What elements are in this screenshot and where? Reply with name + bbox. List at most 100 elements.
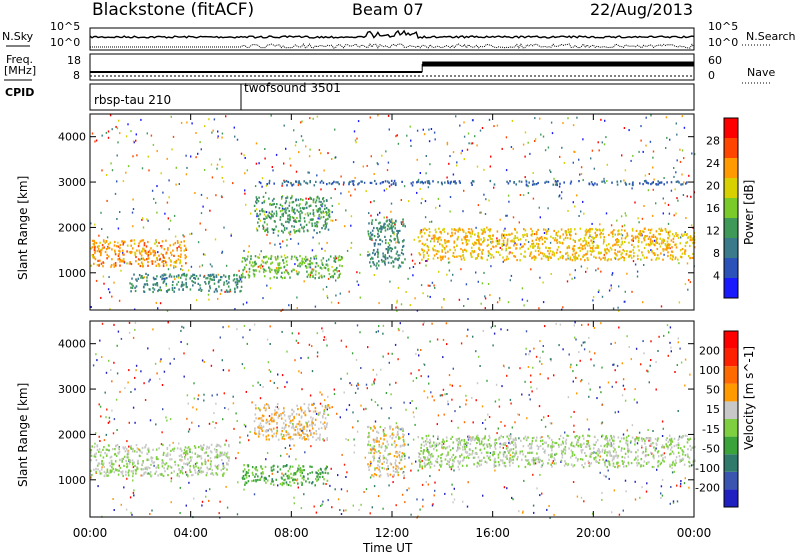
scatter-pixel <box>341 454 342 456</box>
echo-pixel <box>222 474 224 476</box>
scatter-pixel <box>232 182 233 184</box>
echo-pixel <box>568 231 570 233</box>
echo-pixel <box>182 281 184 283</box>
echo-pixel <box>454 242 456 244</box>
scatter-pixel <box>663 198 664 200</box>
echo-pixel <box>503 230 505 232</box>
echo-pixel <box>173 291 175 293</box>
scatter-pixel <box>222 463 223 465</box>
scatter-pixel <box>678 341 679 343</box>
echo-pixel <box>313 201 315 203</box>
scatter-pixel <box>231 235 232 237</box>
scatter-pixel <box>349 382 350 384</box>
echo-pixel <box>578 239 580 241</box>
echo-pixel <box>152 457 154 459</box>
scatter-pixel <box>105 392 106 394</box>
scatter-pixel <box>451 493 452 495</box>
echo-pixel <box>538 250 540 252</box>
echo-pixel <box>283 411 285 413</box>
scatter-pixel <box>623 378 624 380</box>
echo-pixel <box>652 240 654 242</box>
scatter-pixel <box>184 376 185 378</box>
scatter-pixel <box>506 215 507 217</box>
echo-pixel <box>675 256 677 258</box>
scatter-pixel <box>257 382 258 384</box>
echo-pixel <box>307 182 309 184</box>
echo-pixel <box>620 180 622 182</box>
echo-pixel <box>623 259 625 261</box>
echo-pixel <box>368 452 370 454</box>
echo-pixel <box>106 257 108 259</box>
scatter-pixel <box>373 200 374 202</box>
echo-pixel <box>293 434 295 436</box>
echo-pixel <box>122 243 124 245</box>
echo-pixel <box>477 235 479 237</box>
scatter-pixel <box>549 169 550 171</box>
scatter-pixel <box>448 163 449 165</box>
scatter-pixel <box>202 264 203 266</box>
echo-pixel <box>317 211 319 213</box>
echo-pixel <box>536 243 538 245</box>
echo-pixel <box>167 247 169 249</box>
echo-pixel <box>142 265 144 267</box>
scatter-pixel <box>164 371 165 373</box>
echo-pixel <box>570 238 572 240</box>
echo-pixel <box>158 265 160 267</box>
scatter-pixel <box>116 180 117 182</box>
echo-pixel <box>268 267 270 269</box>
echo-pixel <box>667 255 669 257</box>
scatter-pixel <box>132 475 133 477</box>
echo-pixel <box>307 435 309 437</box>
scatter-pixel <box>523 144 524 146</box>
echo-pixel <box>391 248 393 250</box>
echo-pixel <box>326 466 328 468</box>
echo-pixel <box>546 233 548 235</box>
echo-pixel <box>433 237 435 239</box>
echo-pixel <box>145 471 147 473</box>
scatter-pixel <box>453 470 454 472</box>
scatter-pixel <box>529 394 530 396</box>
scatter-pixel <box>334 393 335 395</box>
echo-pixel <box>201 446 203 448</box>
echo-pixel <box>172 281 174 283</box>
echo-pixel <box>426 251 428 253</box>
echo-pixel <box>680 242 682 244</box>
echo-pixel <box>680 183 682 185</box>
scatter-pixel <box>377 404 378 406</box>
echo-pixel <box>630 251 632 253</box>
echo-pixel <box>609 250 611 252</box>
echo-pixel <box>114 244 116 246</box>
echo-pixel <box>131 278 133 280</box>
scatter-pixel <box>264 148 265 150</box>
echo-pixel <box>180 460 182 462</box>
echo-pixel <box>117 444 119 446</box>
echo-pixel <box>215 465 217 467</box>
echo-pixel <box>592 183 594 185</box>
scatter-pixel <box>298 487 299 489</box>
scatter-pixel <box>530 375 531 377</box>
scatter-pixel <box>168 179 169 181</box>
scatter-pixel <box>519 221 520 223</box>
scatter-pixel <box>352 426 353 428</box>
scatter-pixel <box>99 440 100 442</box>
echo-pixel <box>421 231 423 233</box>
scatter-pixel <box>183 236 184 238</box>
scatter-pixel <box>670 347 671 349</box>
scatter-pixel <box>135 322 136 324</box>
echo-pixel <box>506 234 508 236</box>
echo-pixel <box>271 413 273 415</box>
scatter-pixel <box>335 488 336 490</box>
echo-pixel <box>387 180 389 182</box>
echo-pixel <box>643 231 645 233</box>
scatter-pixel <box>635 264 636 266</box>
echo-pixel <box>114 448 116 450</box>
echo-pixel <box>444 242 446 244</box>
echo-pixel <box>504 259 506 261</box>
scatter-pixel <box>288 304 289 306</box>
echo-pixel <box>190 288 192 290</box>
echo-pixel <box>285 257 287 259</box>
echo-pixel <box>276 479 278 481</box>
scatter-pixel <box>109 291 110 293</box>
echo-pixel <box>293 226 295 228</box>
echo-pixel <box>590 254 592 256</box>
